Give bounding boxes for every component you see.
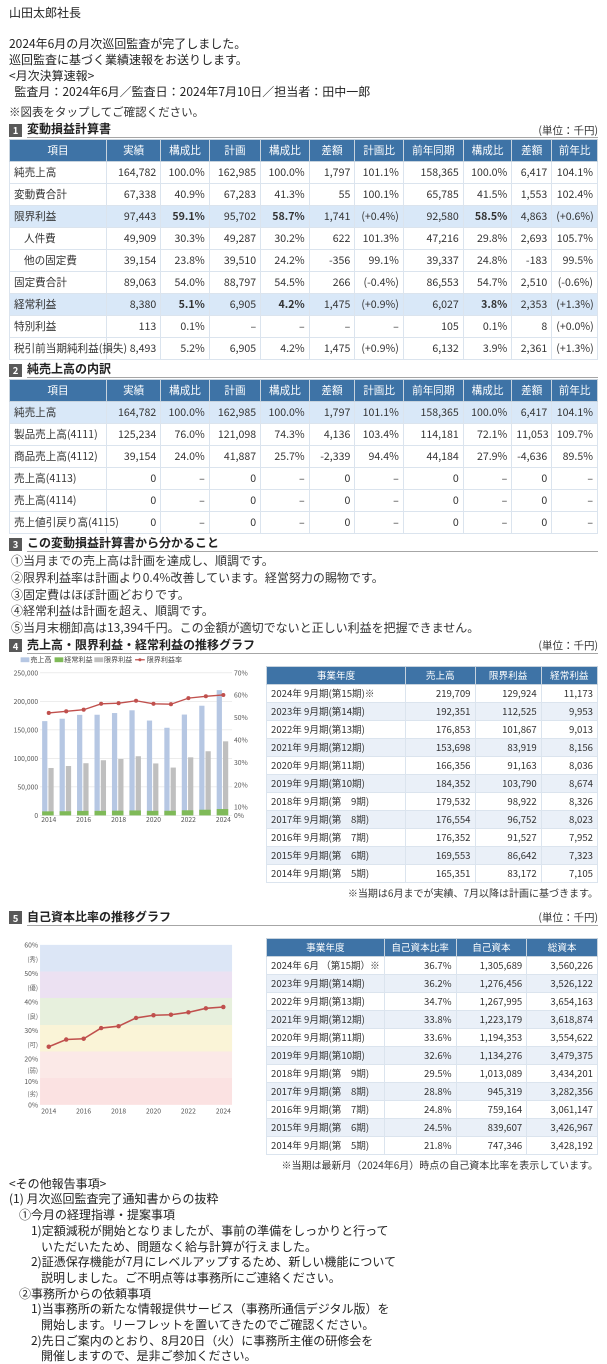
svg-text:10%: 10%	[24, 1076, 38, 1086]
svg-text:2014: 2014	[41, 1105, 56, 1115]
svg-text:(優): (優)	[27, 983, 38, 992]
svg-text:0: 0	[34, 810, 38, 820]
svg-text:2014: 2014	[41, 814, 56, 824]
svg-text:40%: 40%	[24, 996, 38, 1006]
svg-text:20%: 20%	[234, 779, 248, 789]
svg-text:50%: 50%	[234, 712, 248, 722]
svg-text:2024: 2024	[216, 1105, 231, 1115]
svg-text:0%: 0%	[234, 810, 244, 820]
svg-text:40%: 40%	[234, 734, 248, 744]
svg-text:限界利益: 限界利益	[104, 655, 132, 665]
svg-text:2022: 2022	[181, 814, 196, 824]
svg-text:30%: 30%	[234, 757, 248, 767]
svg-text:70%: 70%	[234, 667, 248, 677]
svg-text:経常利益: 経常利益	[64, 655, 92, 665]
svg-text:150,000: 150,000	[14, 724, 39, 734]
svg-text:売上高: 売上高	[30, 655, 51, 665]
svg-text:250,000: 250,000	[14, 667, 39, 677]
svg-text:2020: 2020	[146, 1105, 161, 1115]
svg-text:30%: 30%	[24, 1025, 38, 1035]
svg-text:60%: 60%	[234, 689, 248, 699]
svg-text:60%: 60%	[24, 939, 38, 949]
svg-text:2018: 2018	[111, 814, 126, 824]
svg-text:(秀): (秀)	[27, 954, 38, 963]
svg-text:50%: 50%	[24, 968, 38, 978]
svg-text:2022: 2022	[181, 1105, 196, 1115]
svg-text:限界利益率: 限界利益率	[147, 655, 182, 665]
svg-text:2016: 2016	[76, 1105, 91, 1115]
svg-text:2018: 2018	[111, 1105, 126, 1115]
svg-text:(良): (良)	[27, 1011, 38, 1020]
svg-text:20%: 20%	[24, 1053, 38, 1063]
svg-text:50,000: 50,000	[17, 781, 38, 791]
svg-text:(劣): (劣)	[27, 1089, 38, 1098]
svg-text:100,000: 100,000	[14, 753, 39, 763]
svg-text:2020: 2020	[146, 814, 161, 824]
svg-text:(可): (可)	[27, 1040, 38, 1049]
svg-text:(弱): (弱)	[27, 1065, 38, 1074]
svg-text:200,000: 200,000	[14, 696, 39, 706]
svg-text:2016: 2016	[76, 814, 91, 824]
svg-text:2024: 2024	[216, 814, 231, 824]
svg-text:0%: 0%	[28, 1099, 38, 1109]
